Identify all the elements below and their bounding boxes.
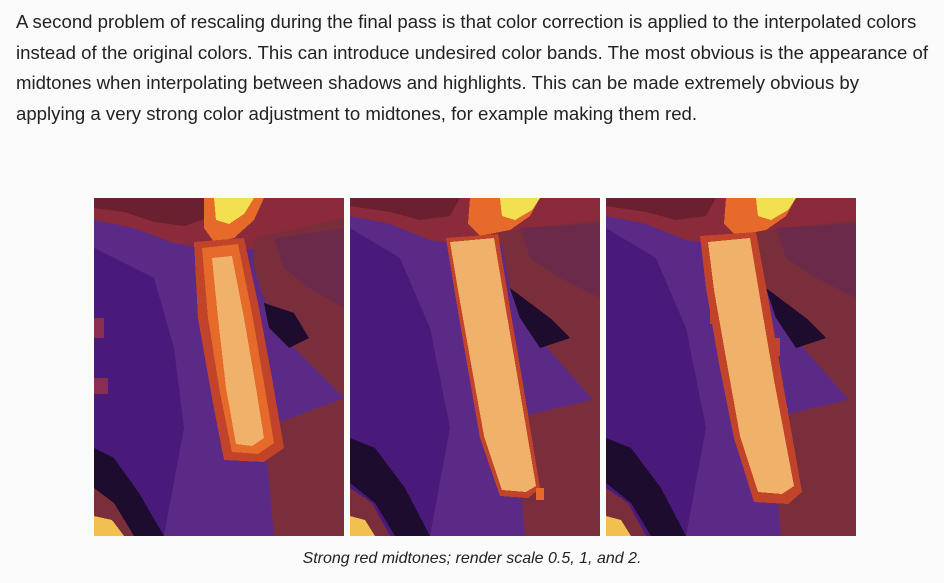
- render-scale-2-image: [606, 198, 856, 536]
- render-scale-1-image: [350, 198, 600, 536]
- render-scale-2-svg: [606, 198, 856, 536]
- body-paragraph: A second problem of rescaling during the…: [16, 7, 932, 129]
- render-scale-1-svg: [350, 198, 600, 536]
- render-scale-0-5-image: [94, 198, 344, 536]
- figure-caption: Strong red midtones; render scale 0.5, 1…: [0, 548, 944, 570]
- render-scale-0-5-svg: [94, 198, 344, 536]
- render-scale-comparison-figure: [94, 198, 856, 536]
